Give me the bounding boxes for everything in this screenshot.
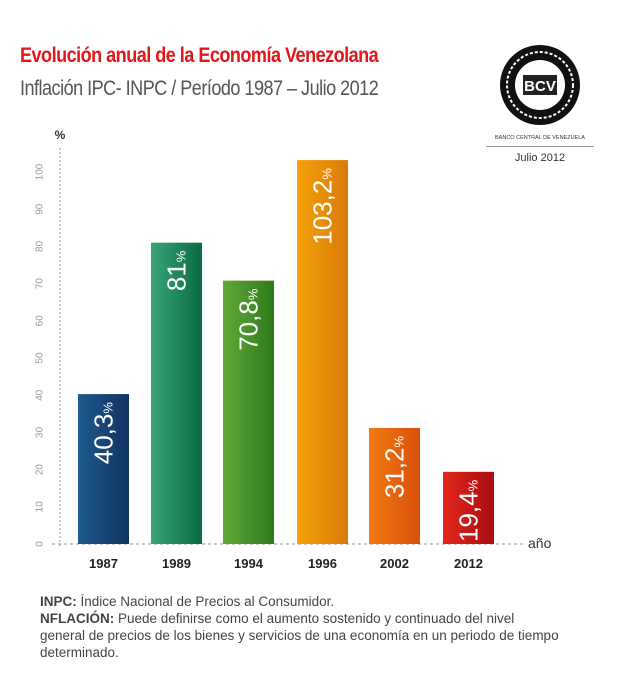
inflacion-definition: Puede definirse como el aumento sostenid… [40,611,559,660]
data-label: 70,8% [234,288,264,351]
chart-title: Evolución anual de la Economía Venezolan… [20,44,379,67]
divider [486,146,594,147]
logo-caption: BANCO CENTRAL DE VENEZUELA [495,135,585,141]
x-axis-label: año [528,535,552,551]
logo-monogram: BCV [524,78,556,95]
x-tick-label: 2002 [380,556,409,571]
bar-2012 [443,471,494,544]
bar-1989 [151,242,202,544]
bar-1996 [297,160,348,544]
definitions: INPC: Índice Nacional de Precios al Cons… [40,593,560,661]
y-tick-label: 50 [35,352,46,364]
x-tick-label: 1989 [162,556,191,571]
x-tick-label: 2012 [454,556,483,571]
bar-2002 [369,427,420,544]
data-label: 81% [162,250,192,291]
x-tick-label: 1996 [308,556,337,571]
data-label: 103,2% [308,168,338,245]
y-axis-label: % [55,128,66,142]
bar-chart: % año 0 10 20 30 40 50 60 70 80 90 100 40,3% 1987 81… [35,128,552,571]
y-tick-label: 10 [35,501,46,513]
data-label: 40,3% [89,402,119,465]
x-tick-label: 1994 [234,556,264,571]
bcv-logo: BCV BANCO CENTRAL DE VENEZUELA [495,45,585,141]
y-tick-label: 30 [35,426,46,438]
bar-1987 [78,394,129,544]
y-tick-label: 90 [35,203,46,215]
logo-date: Julio 2012 [514,152,566,164]
inpc-definition: Índice Nacional de Precios al Consumidor… [76,594,335,609]
y-tick-label: 40 [35,389,46,401]
chart-subtitle: Inflación IPC- INPC / Período 1987 – Jul… [20,77,379,100]
y-tick-label: 0 [35,541,46,547]
data-label: 19,4% [454,479,484,542]
x-tick-label: 1987 [89,556,118,571]
y-tick-label: 70 [35,278,46,290]
bar-1994 [223,280,274,544]
inpc-term: INPC: [40,594,77,609]
inflacion-term: NFLACIÓN: [40,611,115,626]
y-tick-label: 60 [35,315,46,327]
y-tick-label: 80 [35,240,46,252]
data-label: 31,2% [380,435,410,498]
y-tick-label: 20 [35,464,46,476]
y-tick-label: 100 [35,163,46,180]
